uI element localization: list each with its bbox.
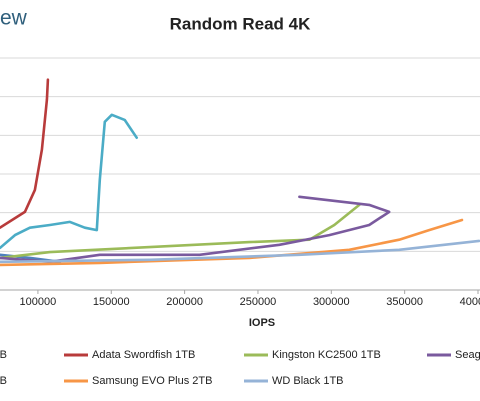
- x-tick-label: 400000: [460, 296, 480, 308]
- legend-label: Kingston KC2500 1TB: [272, 349, 381, 361]
- series-line: [0, 218, 464, 267]
- series-line: [0, 239, 480, 264]
- x-tick-label: 150000: [93, 296, 130, 308]
- series-line: [0, 113, 138, 250]
- series-line: [0, 78, 50, 229]
- x-tick-label: 250000: [240, 296, 277, 308]
- legend-label: B: [0, 349, 7, 361]
- x-tick-label: 350000: [386, 296, 423, 308]
- brand-fragment: ew: [0, 7, 28, 30]
- series-line: [0, 203, 361, 260]
- legend-label: Adata Swordfish 1TB: [92, 349, 195, 361]
- legend-label: Seaga: [455, 349, 480, 361]
- x-axis-label: IOPS: [249, 317, 275, 329]
- legend-label: 1TB: [0, 375, 7, 387]
- x-tick-label: 300000: [313, 296, 350, 308]
- legend-label: WD Black 1TB: [272, 375, 344, 387]
- x-tick-label: 200000: [166, 296, 203, 308]
- x-tick-label: 100000: [20, 296, 57, 308]
- legend-label: Samsung EVO Plus 2TB: [92, 375, 212, 387]
- series-line: [0, 195, 391, 264]
- chart-title: Random Read 4K: [170, 14, 311, 33]
